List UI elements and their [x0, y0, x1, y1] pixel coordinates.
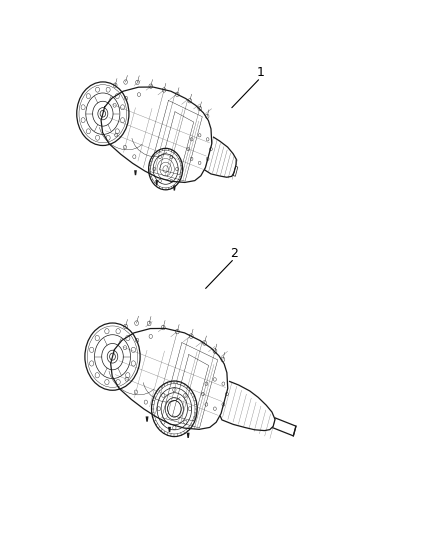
Polygon shape: [168, 427, 171, 432]
Polygon shape: [155, 180, 158, 185]
Polygon shape: [145, 416, 148, 422]
Text: 2: 2: [230, 247, 238, 260]
Polygon shape: [173, 185, 176, 191]
Polygon shape: [187, 433, 190, 438]
Polygon shape: [134, 170, 137, 175]
Circle shape: [168, 401, 181, 417]
Text: 1: 1: [257, 66, 265, 79]
